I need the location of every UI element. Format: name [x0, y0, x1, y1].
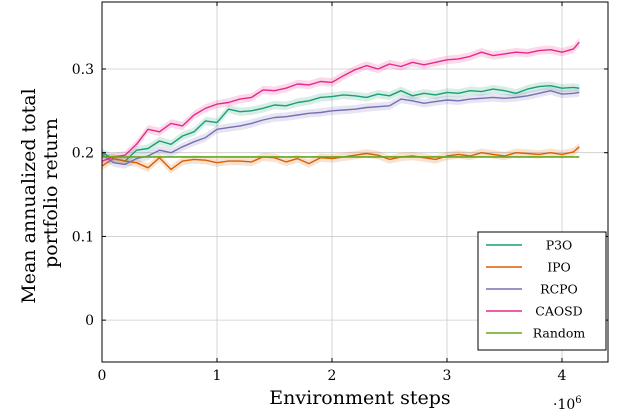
band-p3o: [102, 81, 580, 166]
plot-frame: [101, 1, 609, 363]
y-axis-label-line-1: Mean annualized total: [18, 88, 40, 303]
legend-label-ipo: IPO: [547, 260, 571, 275]
legend: P3O IPO RCPO CAOSD Random: [477, 231, 607, 351]
grid: [101, 2, 608, 362]
legend-label-caosd: CAOSD: [535, 304, 582, 319]
x-axis-label: Environment steps: [269, 387, 450, 409]
series-line-p3o: [101, 84, 580, 162]
x-axis-multiplier: ·106: [553, 395, 582, 413]
legend-box: [477, 231, 607, 351]
x-tick-label: 4: [558, 368, 567, 384]
series-line-caosd: [101, 41, 580, 162]
x-tick-label: 3: [443, 368, 452, 384]
legend-label-random: Random: [533, 326, 586, 341]
axis-ticks: 0 1 2 3 4 0 0.1 0.2 0.3: [72, 2, 608, 384]
legend-label-p3o: P3O: [546, 238, 573, 253]
legend-label-rcpo: RCPO: [540, 282, 578, 297]
x-tick-label: 0: [98, 368, 107, 384]
y-axis-label-line-2: portfolio return: [40, 118, 62, 268]
series-line-rcpo: [101, 89, 580, 166]
y-tick-label: 0.1: [72, 229, 94, 245]
series-lines: [101, 41, 580, 171]
y-tick-label: 0.2: [72, 146, 94, 162]
band-caosd: [102, 38, 580, 166]
band-ipo: [102, 142, 580, 174]
confidence-bands: [102, 38, 580, 174]
y-tick-label: 0: [85, 313, 94, 329]
x-tick-label: 1: [213, 368, 222, 384]
x-tick-label: 2: [328, 368, 337, 384]
y-tick-label: 0.3: [72, 62, 94, 78]
y-axis-label: Mean annualized total portfolio return: [18, 82, 62, 303]
